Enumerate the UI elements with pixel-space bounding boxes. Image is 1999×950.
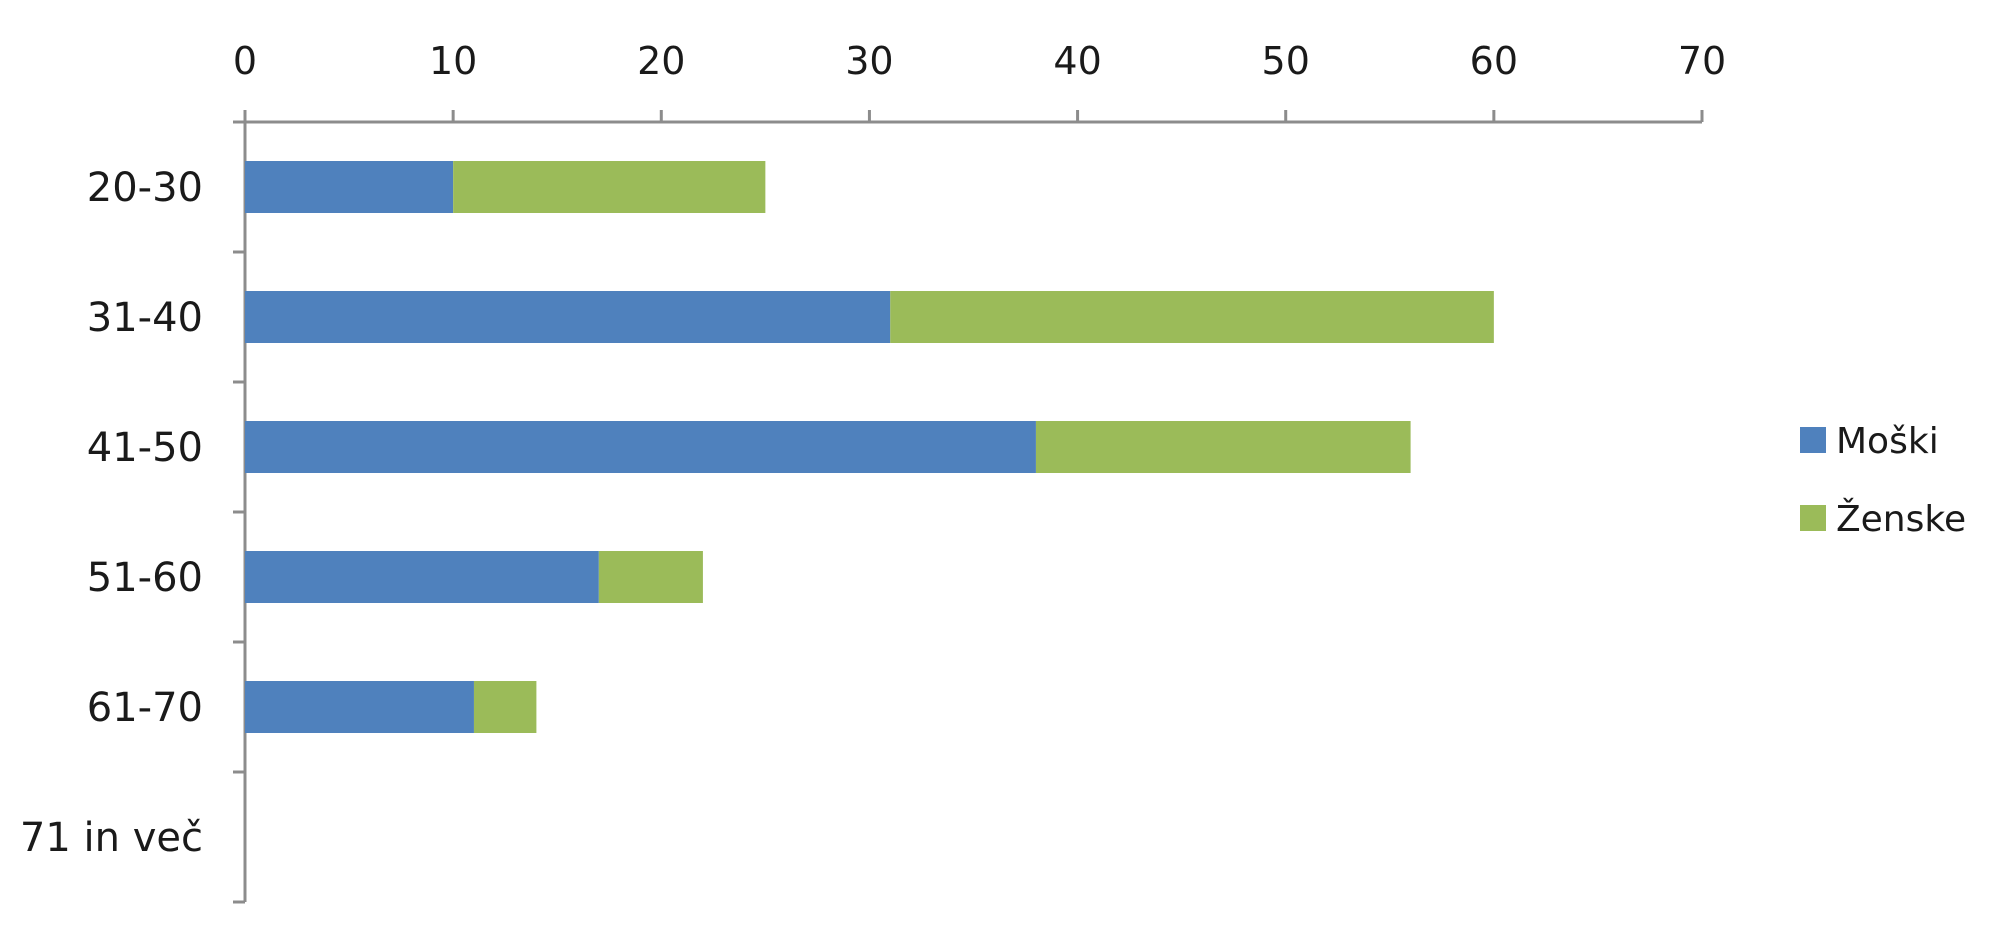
category-label: 61-70 — [87, 685, 203, 731]
bar-segment-moski — [245, 551, 599, 603]
category-label: 31-40 — [87, 295, 203, 341]
legend-label: Ženske — [1836, 498, 1966, 540]
bar-segment-zenske — [1035, 421, 1411, 473]
bar-segment-zenske — [598, 551, 703, 603]
x-tick-label: 50 — [1262, 39, 1310, 83]
bar-segment-zenske — [890, 291, 1494, 343]
bar-segment-moski — [245, 681, 474, 733]
x-tick-label: 60 — [1470, 39, 1518, 83]
category-label: 71 in več — [20, 815, 203, 861]
x-tick-label: 10 — [429, 39, 477, 83]
y-axis: 20-30 31-40 41-50 51-60 61-70 71 in več — [20, 120, 247, 904]
legend: Moški Ženske — [1800, 421, 1966, 540]
category-label: 20-30 — [87, 165, 203, 211]
category-label: 41-50 — [87, 425, 203, 471]
bar-segment-moski — [245, 291, 891, 343]
x-tick-label: 40 — [1053, 39, 1101, 83]
legend-swatch — [1800, 427, 1826, 453]
x-axis: 0 10 20 30 40 50 60 70 — [233, 39, 1726, 124]
bar-segment-zenske — [473, 681, 537, 733]
x-tick-label: 30 — [845, 39, 893, 83]
bar-segment-moski — [245, 161, 454, 213]
legend-label: Moški — [1836, 421, 1939, 462]
x-tick-label: 20 — [637, 39, 685, 83]
legend-swatch — [1800, 505, 1826, 531]
x-tick-label: 0 — [233, 39, 257, 83]
x-tick-label: 70 — [1678, 39, 1726, 83]
category-label: 51-60 — [87, 555, 203, 601]
bar-segment-zenske — [453, 161, 766, 213]
bar-segment-moski — [245, 421, 1036, 473]
bars — [245, 161, 1494, 733]
